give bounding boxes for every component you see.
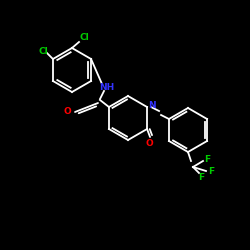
Text: O: O <box>145 138 153 147</box>
Text: NH: NH <box>100 82 114 92</box>
Text: F: F <box>198 172 204 182</box>
Text: F: F <box>204 154 210 164</box>
Text: Cl: Cl <box>79 34 89 42</box>
Text: N: N <box>148 102 156 110</box>
Text: O: O <box>63 108 71 116</box>
Text: Cl: Cl <box>38 46 48 56</box>
Text: F: F <box>208 168 214 176</box>
